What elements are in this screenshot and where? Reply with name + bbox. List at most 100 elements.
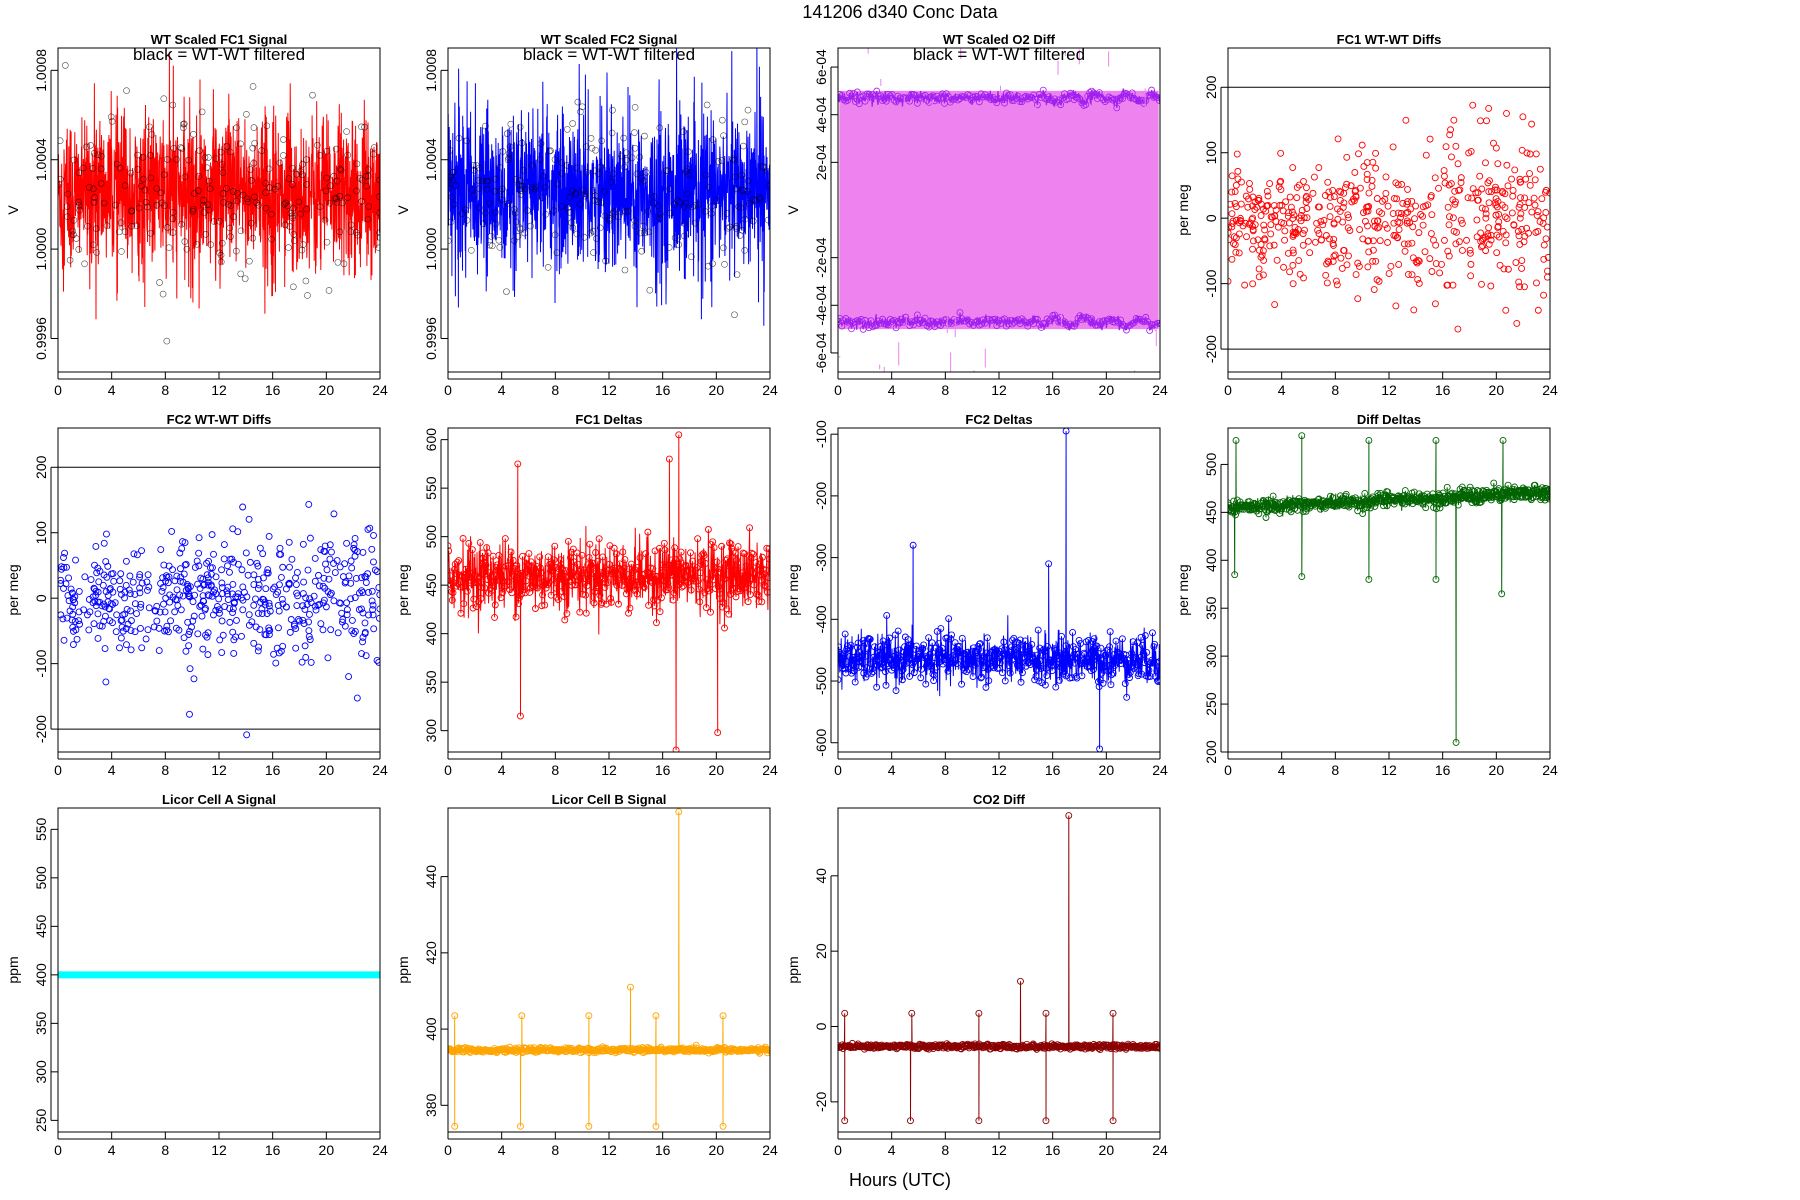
data-point [876, 643, 884, 651]
data-point [1360, 162, 1368, 170]
data-point [1289, 249, 1297, 257]
data-point [864, 645, 872, 653]
data-point [626, 604, 634, 612]
data-point [215, 609, 223, 617]
data-point [857, 656, 865, 664]
filtered-point [108, 118, 116, 125]
filtered-point [528, 161, 536, 169]
series-line [448, 434, 770, 751]
data-point [71, 618, 79, 625]
x-tick-label: 8 [551, 1142, 559, 1158]
data-point [468, 546, 476, 554]
data-point [1542, 494, 1550, 502]
data-point [1363, 170, 1371, 178]
data-point [738, 569, 746, 577]
data-point [719, 598, 727, 606]
data-point [1326, 492, 1334, 500]
filtered-point [147, 229, 154, 237]
filtered-point [58, 137, 64, 145]
data-point [487, 577, 495, 585]
data-point [569, 545, 577, 553]
data-point [726, 590, 734, 598]
data-point [1355, 150, 1362, 158]
data-point [514, 576, 522, 584]
y-axis-label: per meg [1175, 564, 1191, 615]
data-point [908, 1009, 916, 1017]
filtered-point [295, 198, 303, 206]
y-axis-label: V [785, 205, 801, 215]
data-point [687, 549, 694, 557]
data-point [158, 587, 166, 595]
y-tick-label: 550 [33, 817, 49, 841]
data-point [1276, 201, 1284, 209]
filtered-point [233, 124, 240, 132]
y-tick-label: -4e-04 [813, 285, 829, 326]
data-point [60, 554, 67, 561]
y-tick-label: 400 [423, 1017, 439, 1041]
data-point [1267, 213, 1275, 221]
data-point [253, 559, 261, 567]
data-point [1534, 208, 1542, 216]
y-tick-label: 250 [33, 1108, 49, 1132]
filtered-point [121, 182, 129, 189]
data-point [58, 576, 65, 584]
data-point [1379, 502, 1387, 510]
data-point [453, 558, 461, 566]
data-point [1498, 590, 1506, 598]
filtered-point [718, 157, 726, 164]
data-point [1485, 188, 1493, 196]
filtered-point [596, 224, 604, 232]
data-point [122, 557, 130, 565]
data-point [69, 603, 77, 611]
data-point [361, 630, 369, 638]
filtered-point [463, 137, 471, 145]
filtered-point [339, 199, 346, 207]
data-point [153, 602, 161, 610]
data-point [1100, 650, 1108, 658]
data-point [491, 613, 499, 621]
filtered-point [344, 194, 351, 201]
filtered-point [123, 87, 130, 94]
data-point [102, 558, 110, 565]
data-point [962, 655, 970, 663]
data-point [65, 574, 72, 582]
data-point [1231, 241, 1239, 249]
data-point [184, 582, 192, 590]
data-point [244, 571, 252, 579]
filtered-point [323, 147, 331, 155]
data-point [163, 622, 171, 630]
data-point [1479, 242, 1486, 250]
data-point [1016, 636, 1024, 644]
y-axis-label: V [5, 205, 21, 215]
data-point [245, 515, 253, 523]
filtered-point [597, 199, 605, 206]
y-tick-label: 1.0008 [33, 49, 49, 92]
filtered-point [608, 129, 616, 137]
data-point [287, 616, 295, 623]
data-point [165, 562, 173, 570]
data-point [327, 548, 335, 556]
data-point [1303, 184, 1310, 192]
data-point [728, 545, 736, 552]
y-tick-label: 0 [1203, 214, 1219, 222]
data-point [1289, 164, 1297, 171]
data-point [131, 628, 139, 636]
filtered-point [323, 174, 330, 182]
data-point [723, 555, 731, 563]
data-point [684, 567, 692, 574]
data-point [714, 729, 722, 737]
data-point [677, 548, 685, 556]
data-point [173, 586, 181, 594]
data-point [560, 593, 568, 601]
data-point [1536, 165, 1544, 173]
data-point [847, 1044, 855, 1052]
data-point [1031, 676, 1039, 684]
filtered-point [590, 187, 597, 194]
data-point [173, 596, 181, 604]
data-point [254, 609, 262, 617]
data-point [675, 431, 683, 439]
data-point [305, 794, 311, 800]
data-point [1408, 239, 1416, 247]
edge-line [838, 312, 1160, 331]
